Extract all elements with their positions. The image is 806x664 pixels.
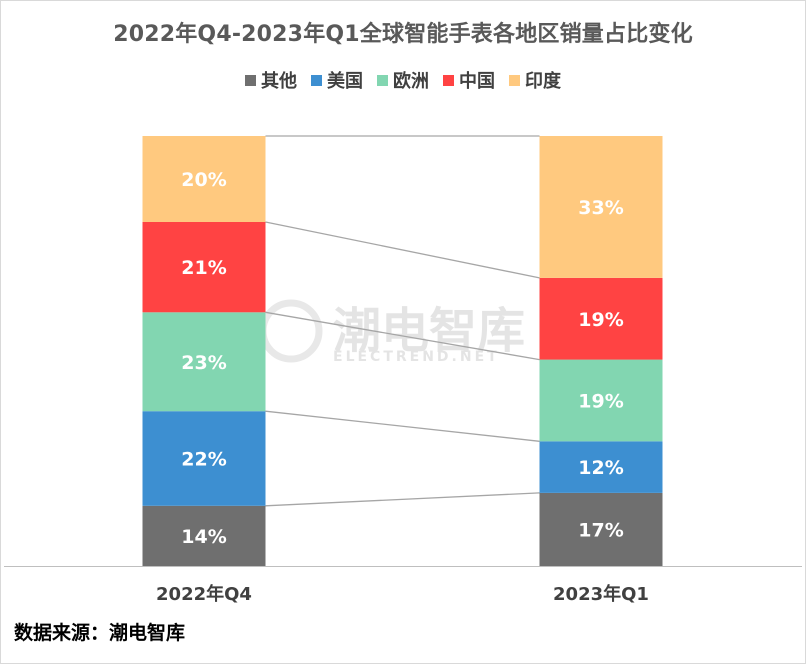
legend: 其他 美国 欧洲 中国 印度 [0,67,806,93]
legend-label: 印度 [525,71,561,92]
series-line [265,311,540,361]
x-axis: 2022年Q4 2023年Q1 [4,566,802,605]
data-label: 14% [181,526,226,548]
data-label: 23% [181,352,226,374]
legend-item: 欧洲 [377,67,429,93]
watermark-logo-icon [259,299,323,363]
bar-segment [539,136,663,278]
series-lines-group [265,135,540,507]
legend-label: 其他 [261,71,297,92]
data-label: 19% [578,309,623,331]
bar-segment [539,492,663,566]
legend-label: 中国 [459,71,495,92]
series-line [265,410,540,442]
bar-segment [142,222,266,313]
bar-labels-group: 14% 22% 23% 21% 20% 17% 12% 19% 19% 33% [181,169,623,548]
bars-group [142,136,663,566]
legend-item: 印度 [509,67,561,93]
source-text: 数据来源：潮电智库 [14,622,186,644]
legend-swatch [245,74,256,86]
legend-item: 美国 [311,67,363,93]
bar-segment [142,136,266,222]
data-label: 22% [181,449,226,471]
data-label: 19% [578,390,623,412]
bar-segment [142,312,266,412]
legend-label: 美国 [327,71,363,92]
legend-swatch [311,74,322,86]
watermark-en: ELECTREND.NET [333,349,500,365]
chart-title: 2022年Q4-2023年Q1全球智能手表各地区销量占比变化 [113,22,693,47]
legend-swatch [509,74,520,86]
bar-segment [142,411,266,506]
bar-segment [539,277,663,360]
bar-segment [539,359,663,442]
x-tick-label: 2022年Q4 [156,583,252,605]
legend-label: 欧洲 [393,71,429,92]
series-line [265,221,540,279]
bar-segment [142,505,266,566]
legend-item: 其他 [245,67,297,93]
data-label: 17% [578,519,623,541]
data-label: 21% [181,257,226,279]
legend-item: 中国 [443,67,495,93]
data-label: 20% [181,169,226,191]
bar-segment [539,441,663,493]
watermark-cn: 潮电智库 [333,303,525,359]
series-line [265,492,540,507]
data-label: 12% [578,457,623,479]
legend-swatch [377,74,388,86]
data-label: 33% [578,197,623,219]
legend-swatch [443,74,454,86]
x-tick-label: 2023年Q1 [553,583,649,605]
